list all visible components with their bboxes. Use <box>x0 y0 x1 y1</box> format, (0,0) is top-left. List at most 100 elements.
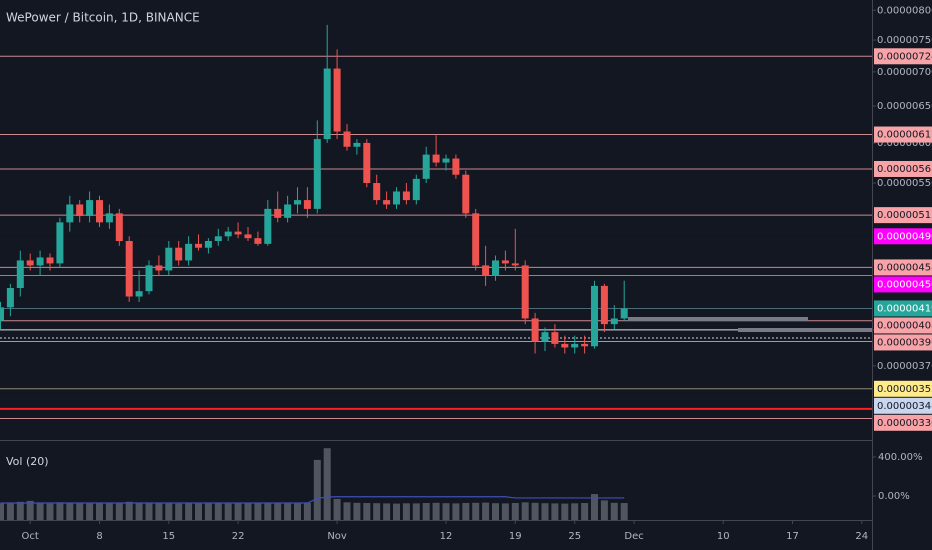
price-label: 0.00000724 <box>877 51 932 62</box>
volume-bar <box>393 503 400 520</box>
volume-bar <box>511 503 519 520</box>
volume-bar <box>224 503 232 520</box>
volume-bar <box>76 503 84 520</box>
volume-bar <box>581 503 589 520</box>
volume-bar <box>561 503 569 520</box>
price-label-box <box>874 228 932 245</box>
price-label: 0.00000330 <box>877 418 932 429</box>
price-lines <box>0 55 872 420</box>
y-tick-label: 0.00000370 <box>877 361 932 372</box>
candle-body <box>472 213 480 266</box>
volume-bar <box>56 502 64 520</box>
price-label: 0.00000567 <box>877 164 932 175</box>
candle-body <box>412 178 420 201</box>
volume-bar <box>422 503 430 520</box>
candle-body <box>591 285 598 347</box>
volume-bar <box>383 503 391 520</box>
candle-body <box>16 260 24 289</box>
volume-bar <box>591 494 598 520</box>
volume-bar <box>234 503 242 520</box>
volume-bar <box>36 503 44 520</box>
candle-body <box>402 191 410 201</box>
x-tick-label: 17 <box>786 531 799 542</box>
volume-bar <box>531 502 539 520</box>
candle-body <box>135 291 143 297</box>
candle-body <box>284 204 292 218</box>
candle-body <box>511 263 519 266</box>
y-tick-label: 0.00000650 <box>877 101 932 112</box>
candle-body <box>195 243 202 248</box>
volume-bar <box>145 503 153 520</box>
axes: 0.00000800 0.00000750 0.00000700 0.00000650… <box>22 5 932 542</box>
price-label: 0.00000348 <box>877 401 932 412</box>
volume-bar <box>363 503 371 520</box>
volume-pane <box>0 448 628 520</box>
candle-body <box>6 288 14 308</box>
volume-bar <box>26 500 34 520</box>
volume-bar <box>0 503 4 520</box>
volume-bar <box>135 503 143 520</box>
volume-bar <box>501 503 509 520</box>
y-tick-label: 0.00000700 <box>877 67 932 78</box>
candle-body <box>165 247 173 271</box>
candle-body <box>294 200 301 205</box>
y-tick-label: 0.00000550 <box>877 178 932 189</box>
volume-bar <box>125 501 133 520</box>
volume-bar <box>313 459 321 520</box>
volume-bar <box>46 503 54 520</box>
candle-body <box>313 139 321 209</box>
volume-bar <box>452 503 460 520</box>
candle-body <box>482 265 490 276</box>
candle-body <box>373 183 381 201</box>
candle-body <box>303 200 311 209</box>
price-label: 0.00000450 <box>877 279 932 290</box>
chart-title: WePower / Bitcoin, 1D, BINANCE <box>6 11 200 25</box>
volume-bar <box>482 502 490 520</box>
price-label-box <box>874 48 932 65</box>
candle-body <box>86 200 94 217</box>
volume-bar <box>294 503 301 520</box>
candle-body <box>581 343 589 347</box>
candle-body <box>492 260 499 276</box>
drawn-range <box>738 328 872 332</box>
candle-body <box>432 154 440 163</box>
x-tick-label: 19 <box>509 531 522 542</box>
price-label-box <box>874 414 932 431</box>
candle-body <box>155 265 163 271</box>
candle-body <box>145 265 153 292</box>
candle-body <box>531 318 539 342</box>
candle-body <box>204 241 212 248</box>
price-label: 0.00000513 <box>877 210 932 221</box>
volume-bar <box>620 503 628 520</box>
x-tick-label: Oct <box>22 531 39 542</box>
price-label: 0.00000458 <box>877 262 932 273</box>
drawn-range <box>628 317 808 321</box>
candle-body <box>224 231 232 237</box>
candle-body <box>0 307 4 321</box>
volume-bar <box>115 502 123 520</box>
volume-bar <box>333 498 341 520</box>
candle-body <box>343 131 351 147</box>
volume-bar <box>284 503 292 520</box>
price-label: 0.00000352 <box>877 384 932 395</box>
candle-body <box>571 343 579 348</box>
price-label: 0.00000390 <box>877 337 932 348</box>
candle-body <box>452 158 460 175</box>
volume-bar <box>343 502 351 520</box>
price-label: 0.00000419 <box>877 303 932 314</box>
volume-bar <box>274 503 282 520</box>
candle-body <box>501 260 509 264</box>
x-tick-label: 24 <box>855 531 868 542</box>
volume-bar <box>412 503 420 520</box>
candles <box>0 24 628 354</box>
candle-body <box>610 318 618 325</box>
price-label-box <box>874 207 932 224</box>
x-tick-label: 10 <box>717 531 730 542</box>
volume-bar <box>66 502 74 520</box>
x-tick-label: Nov <box>327 531 347 542</box>
candle-body <box>26 260 34 266</box>
volume-bar <box>244 503 252 520</box>
volume-bar <box>323 448 331 520</box>
candle-body <box>175 247 183 261</box>
